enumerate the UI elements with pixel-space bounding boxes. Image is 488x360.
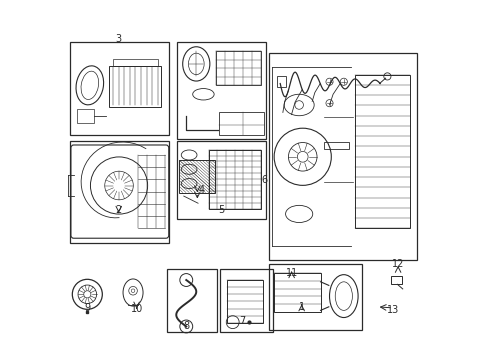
Bar [276,76,285,87]
Bar [216,51,260,85]
Bar [227,280,263,323]
Bar [219,112,264,135]
Bar [268,264,361,330]
Text: 3: 3 [116,34,122,44]
Text: 12: 12 [391,259,404,269]
Bar [70,42,169,135]
Bar [113,59,157,66]
Bar [70,141,169,243]
Bar [77,109,94,123]
Text: 5: 5 [218,205,224,215]
Bar [109,66,161,107]
Text: 2: 2 [115,205,122,215]
Text: 1: 1 [298,302,304,312]
Bar [354,75,409,228]
Text: 7: 7 [239,316,245,326]
Text: 13: 13 [386,305,398,315]
Bar [166,269,216,332]
Bar [176,141,265,219]
Bar [220,269,272,332]
Bar [179,160,215,193]
Text: 8: 8 [183,321,189,332]
Text: 10: 10 [130,303,142,314]
Text: 6: 6 [261,175,267,185]
Bar [390,276,401,284]
Text: 9: 9 [84,303,90,313]
Bar [176,42,265,139]
Text: 11: 11 [285,268,297,278]
Bar [268,53,416,260]
Bar [208,150,260,208]
Bar [274,273,320,312]
Text: 4: 4 [198,185,204,195]
Bar [324,143,348,149]
